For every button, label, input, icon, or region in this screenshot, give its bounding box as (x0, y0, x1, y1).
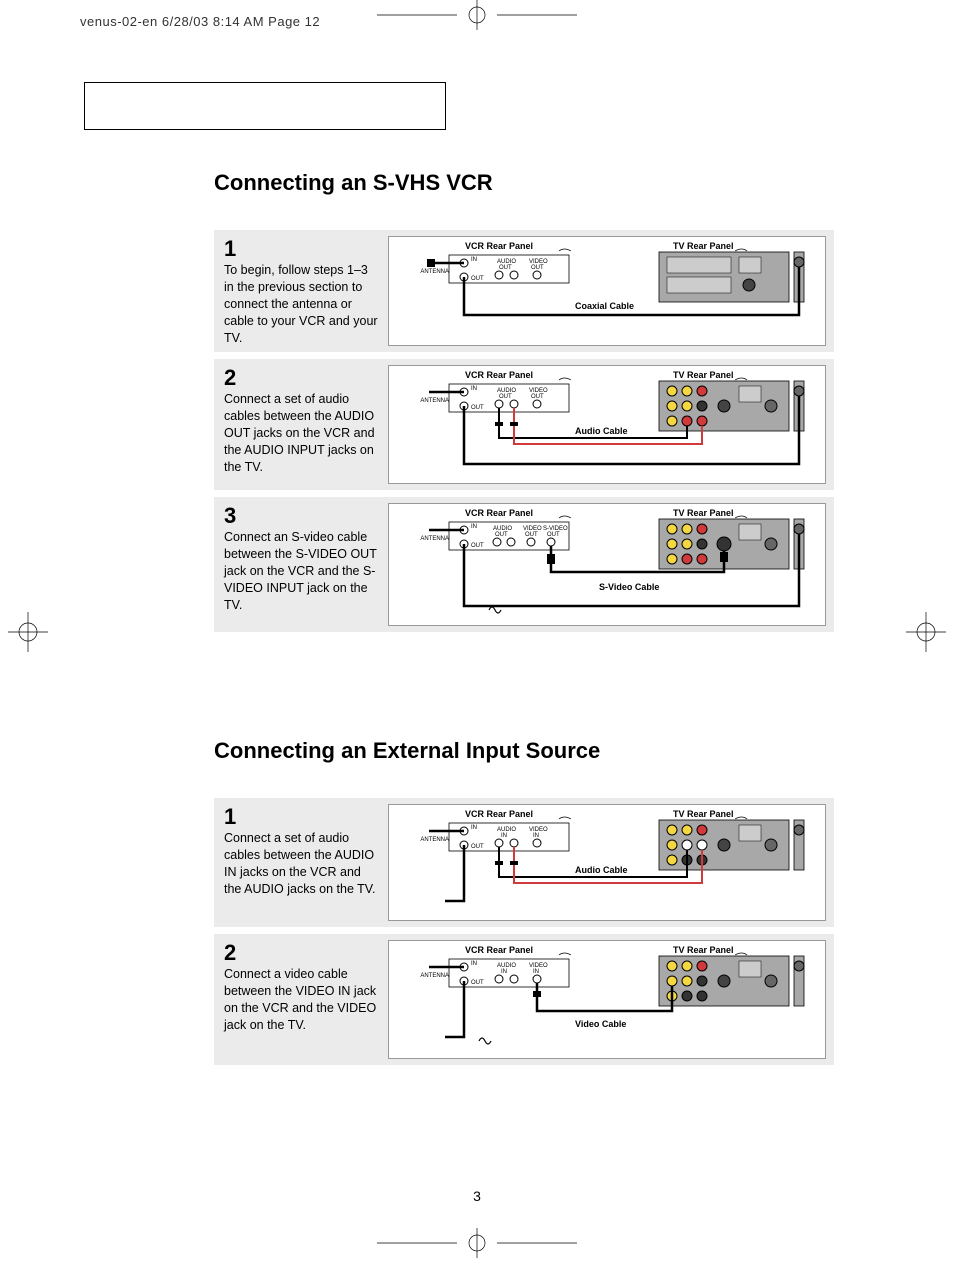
step-b2-body: Connect a video cable between the VIDEO … (224, 967, 376, 1032)
svg-text:Video Cable: Video Cable (575, 1019, 626, 1029)
vcr-label: VCR Rear Panel (465, 945, 533, 955)
section-title-external: Connecting an External Input Source (214, 738, 834, 764)
step-a2-text: 2 Connect a set of audio cables between … (224, 365, 388, 484)
svg-text:ANTENNA: ANTENNA (420, 973, 449, 979)
svg-text:ANTENNA: ANTENNA (420, 398, 449, 404)
tv-label: TV Rear Panel (673, 508, 734, 518)
diagram-audio: IN OUT ANTENNA AUDIOVIDEO OUTOUT (389, 366, 826, 478)
svg-text:IN: IN (471, 961, 477, 967)
step-a3: 3 Connect an S-video cable between the S… (214, 497, 834, 632)
step-a1-num: 1 (224, 238, 380, 260)
tv-label: TV Rear Panel (673, 241, 734, 251)
svg-text:OUT: OUT (471, 276, 484, 282)
tv-label: TV Rear Panel (673, 370, 734, 380)
section-title-svhs: Connecting an S-VHS VCR (214, 170, 834, 196)
tv-label: TV Rear Panel (673, 809, 734, 819)
step-a2-num: 2 (224, 367, 380, 389)
svg-text:IN: IN (501, 833, 507, 839)
step-b2-num: 2 (224, 942, 380, 964)
step-b1: 1 Connect a set of audio cables between … (214, 798, 834, 927)
vcr-label: VCR Rear Panel (465, 370, 533, 380)
svg-text:IN: IN (471, 257, 477, 263)
step-a3-text: 3 Connect an S-video cable between the S… (224, 503, 388, 626)
svg-text:OUT: OUT (471, 980, 484, 986)
step-b1-text: 1 Connect a set of audio cables between … (224, 804, 388, 921)
step-a2: 2 Connect a set of audio cables between … (214, 359, 834, 490)
diagram-svideo: IN OUT ANTENNA AUDIOVIDEOS-VIDEO OUTOUTO… (389, 504, 826, 620)
crop-mark-bottom (377, 1228, 577, 1258)
diagram-video-in: IN OUT ANTENNA AUDIOVIDEO ININ (389, 941, 826, 1053)
print-slug: venus-02-en 6/28/03 8:14 AM Page 12 (80, 14, 320, 29)
vcr-label: VCR Rear Panel (465, 809, 533, 819)
svg-text:ANTENNA: ANTENNA (420, 837, 449, 843)
step-b1-num: 1 (224, 806, 380, 828)
diagram-audio-in: IN OUT ANTENNA AUDIOVIDEO ININ (389, 805, 826, 915)
svg-text:S-Video Cable: S-Video Cable (599, 582, 659, 592)
step-b2-diagram: VCR Rear Panel TV Rear Panel IN OUT ANTE… (388, 940, 826, 1059)
diagram-coax: IN OUT ANTENNA AUDIOVIDEO OUTOUT (389, 237, 826, 337)
svg-text:OUT: OUT (547, 532, 560, 538)
step-a3-diagram: VCR Rear Panel TV Rear Panel IN OUT ANTE… (388, 503, 826, 626)
svg-text:IN: IN (501, 969, 507, 975)
svg-text:Coaxial Cable: Coaxial Cable (575, 301, 634, 311)
svg-text:OUT: OUT (495, 532, 508, 538)
vcr-label: VCR Rear Panel (465, 241, 533, 251)
svg-text:Audio Cable: Audio Cable (575, 426, 628, 436)
step-b1-diagram: VCR Rear Panel TV Rear Panel IN OUT ANTE… (388, 804, 826, 921)
svg-text:ANTENNA: ANTENNA (420, 269, 449, 275)
svg-text:IN: IN (533, 969, 539, 975)
section-svhs: Connecting an S-VHS VCR 1 To begin, foll… (214, 170, 834, 639)
step-b2: 2 Connect a video cable between the VIDE… (214, 934, 834, 1065)
page-number: 3 (473, 1188, 481, 1204)
svg-text:OUT: OUT (471, 405, 484, 411)
crop-mark-top (377, 0, 577, 30)
step-a1-text: 1 To begin, follow steps 1–3 in the prev… (224, 236, 388, 346)
svg-text:OUT: OUT (471, 543, 484, 549)
svg-text:IN: IN (471, 386, 477, 392)
svg-text:IN: IN (533, 833, 539, 839)
step-a3-num: 3 (224, 505, 380, 527)
page: venus-02-en 6/28/03 8:14 AM Page 12 (0, 0, 954, 1264)
svg-text:OUT: OUT (525, 532, 538, 538)
svg-text:Audio Cable: Audio Cable (575, 865, 628, 875)
step-a1: 1 To begin, follow steps 1–3 in the prev… (214, 230, 834, 352)
svg-text:OUT: OUT (499, 265, 512, 271)
svg-text:IN: IN (471, 825, 477, 831)
step-a2-body: Connect a set of audio cables between th… (224, 392, 375, 474)
step-a2-diagram: VCR Rear Panel TV Rear Panel IN OUT ANTE… (388, 365, 826, 484)
crop-mark-left (8, 612, 48, 652)
vcr-label: VCR Rear Panel (465, 508, 533, 518)
step-b2-text: 2 Connect a video cable between the VIDE… (224, 940, 388, 1059)
step-a3-body: Connect an S-video cable between the S-V… (224, 530, 377, 612)
svg-text:OUT: OUT (531, 394, 544, 400)
svg-text:IN: IN (471, 524, 477, 530)
step-a1-diagram: VCR Rear Panel TV Rear Panel IN OUT ANTE… (388, 236, 826, 346)
title-box (84, 82, 446, 130)
step-b1-body: Connect a set of audio cables between th… (224, 831, 375, 896)
tv-label: TV Rear Panel (673, 945, 734, 955)
svg-text:OUT: OUT (531, 265, 544, 271)
section-external: Connecting an External Input Source 1 Co… (214, 738, 834, 1072)
svg-text:OUT: OUT (471, 844, 484, 850)
svg-text:OUT: OUT (499, 394, 512, 400)
step-a1-body: To begin, follow steps 1–3 in the previo… (224, 263, 378, 345)
svg-text:ANTENNA: ANTENNA (420, 536, 449, 542)
crop-mark-right (906, 612, 946, 652)
